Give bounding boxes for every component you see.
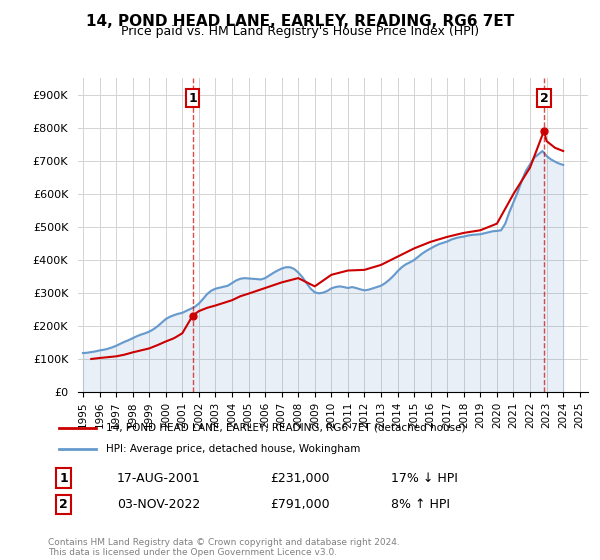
14, POND HEAD LANE, EARLEY, READING, RG6 7ET (detached house)	[129, 349, 136, 356]
14, POND HEAD LANE, EARLEY, READING, RG6 7ET (detached house)	[112, 353, 119, 360]
14, POND HEAD LANE, EARLEY, READING, RG6 7ET (detached house)	[88, 356, 95, 362]
14, POND HEAD LANE, EARLEY, READING, RG6 7ET (detached house)	[443, 234, 451, 240]
14, POND HEAD LANE, EARLEY, READING, RG6 7ET (detached house)	[410, 245, 418, 252]
14, POND HEAD LANE, EARLEY, READING, RG6 7ET (detached house)	[493, 220, 500, 227]
14, POND HEAD LANE, EARLEY, READING, RG6 7ET (detached house)	[427, 239, 434, 245]
Text: £231,000: £231,000	[270, 472, 329, 484]
Text: 1: 1	[188, 92, 197, 105]
14, POND HEAD LANE, EARLEY, READING, RG6 7ET (detached house)	[526, 164, 533, 171]
14, POND HEAD LANE, EARLEY, READING, RG6 7ET (detached house)	[162, 338, 169, 345]
Text: £791,000: £791,000	[270, 498, 329, 511]
Text: HPI: Average price, detached house, Wokingham: HPI: Average price, detached house, Woki…	[106, 444, 361, 454]
14, POND HEAD LANE, EARLEY, READING, RG6 7ET (detached house)	[477, 227, 484, 234]
14, POND HEAD LANE, EARLEY, READING, RG6 7ET (detached house)	[551, 144, 559, 151]
14, POND HEAD LANE, EARLEY, READING, RG6 7ET (detached house)	[278, 279, 285, 286]
Text: 03-NOV-2022: 03-NOV-2022	[116, 498, 200, 511]
14, POND HEAD LANE, EARLEY, READING, RG6 7ET (detached house)	[245, 290, 252, 297]
HPI: Average price, detached house, Wokingham: (2e+03, 1.18e+05): Average price, detached house, Wokingham…	[79, 349, 86, 356]
14, POND HEAD LANE, EARLEY, READING, RG6 7ET (detached house)	[262, 284, 269, 291]
14, POND HEAD LANE, EARLEY, READING, RG6 7ET (detached house)	[344, 267, 352, 274]
Text: Contains HM Land Registry data © Crown copyright and database right 2024.
This d: Contains HM Land Registry data © Crown c…	[48, 538, 400, 557]
HPI: Average price, detached house, Wokingham: (2e+03, 2.4e+05): Average price, detached house, Wokingham…	[179, 310, 186, 316]
14, POND HEAD LANE, EARLEY, READING, RG6 7ET (detached house)	[189, 312, 196, 319]
14, POND HEAD LANE, EARLEY, READING, RG6 7ET (detached house)	[460, 230, 467, 236]
HPI: Average price, detached house, Wokingham: (2e+03, 2.58e+05): Average price, detached house, Wokingham…	[191, 304, 199, 310]
14, POND HEAD LANE, EARLEY, READING, RG6 7ET (detached house)	[121, 351, 128, 358]
14, POND HEAD LANE, EARLEY, READING, RG6 7ET (detached house)	[195, 308, 202, 315]
HPI: Average price, detached house, Wokingham: (2e+03, 3.07e+05): Average price, detached house, Wokingham…	[208, 287, 215, 294]
14, POND HEAD LANE, EARLEY, READING, RG6 7ET (detached house)	[96, 354, 103, 361]
Text: 1: 1	[59, 472, 68, 484]
Line: HPI: Average price, detached house, Wokingham: HPI: Average price, detached house, Woki…	[83, 151, 563, 353]
14, POND HEAD LANE, EARLEY, READING, RG6 7ET (detached house)	[179, 330, 186, 337]
14, POND HEAD LANE, EARLEY, READING, RG6 7ET (detached house)	[543, 138, 550, 144]
Text: 14, POND HEAD LANE, EARLEY, READING, RG6 7ET: 14, POND HEAD LANE, EARLEY, READING, RG6…	[86, 14, 514, 29]
14, POND HEAD LANE, EARLEY, READING, RG6 7ET (detached house)	[560, 148, 567, 155]
14, POND HEAD LANE, EARLEY, READING, RG6 7ET (detached house)	[229, 297, 236, 304]
14, POND HEAD LANE, EARLEY, READING, RG6 7ET (detached house)	[394, 253, 401, 260]
Text: Price paid vs. HM Land Registry's House Price Index (HPI): Price paid vs. HM Land Registry's House …	[121, 25, 479, 38]
14, POND HEAD LANE, EARLEY, READING, RG6 7ET (detached house)	[361, 267, 368, 273]
Text: 14, POND HEAD LANE, EARLEY, READING, RG6 7ET (detached house): 14, POND HEAD LANE, EARLEY, READING, RG6…	[106, 423, 466, 433]
HPI: Average price, detached house, Wokingham: (2.01e+03, 3.62e+05): Average price, detached house, Wokingham…	[295, 269, 302, 276]
14, POND HEAD LANE, EARLEY, READING, RG6 7ET (detached house)	[203, 305, 211, 311]
HPI: Average price, detached house, Wokingham: (2e+03, 2.33e+05): Average price, detached house, Wokingham…	[170, 312, 178, 319]
14, POND HEAD LANE, EARLEY, READING, RG6 7ET (detached house)	[295, 275, 302, 282]
14, POND HEAD LANE, EARLEY, READING, RG6 7ET (detached house)	[154, 342, 161, 348]
14, POND HEAD LANE, EARLEY, READING, RG6 7ET (detached house)	[510, 190, 517, 197]
14, POND HEAD LANE, EARLEY, READING, RG6 7ET (detached house)	[212, 302, 219, 309]
14, POND HEAD LANE, EARLEY, READING, RG6 7ET (detached house)	[146, 345, 153, 352]
Text: 8% ↑ HPI: 8% ↑ HPI	[391, 498, 450, 511]
14, POND HEAD LANE, EARLEY, READING, RG6 7ET (detached house)	[541, 128, 548, 134]
14, POND HEAD LANE, EARLEY, READING, RG6 7ET (detached house)	[377, 262, 385, 268]
HPI: Average price, detached house, Wokingham: (2.02e+03, 6.9e+05): Average price, detached house, Wokingham…	[526, 161, 533, 167]
Text: 17-AUG-2001: 17-AUG-2001	[116, 472, 200, 484]
Text: 17% ↓ HPI: 17% ↓ HPI	[391, 472, 458, 484]
14, POND HEAD LANE, EARLEY, READING, RG6 7ET (detached house)	[311, 283, 319, 290]
HPI: Average price, detached house, Wokingham: (2.02e+03, 6.88e+05): Average price, detached house, Wokingham…	[560, 161, 567, 168]
14, POND HEAD LANE, EARLEY, READING, RG6 7ET (detached house)	[236, 293, 244, 300]
Line: 14, POND HEAD LANE, EARLEY, READING, RG6 7ET (detached house): 14, POND HEAD LANE, EARLEY, READING, RG6…	[91, 131, 563, 359]
Text: 2: 2	[539, 92, 548, 105]
Text: 2: 2	[59, 498, 68, 511]
14, POND HEAD LANE, EARLEY, READING, RG6 7ET (detached house)	[328, 272, 335, 278]
HPI: Average price, detached house, Wokingham: (2.02e+03, 7.3e+05): Average price, detached house, Wokingham…	[539, 148, 546, 155]
14, POND HEAD LANE, EARLEY, READING, RG6 7ET (detached house)	[170, 335, 178, 342]
